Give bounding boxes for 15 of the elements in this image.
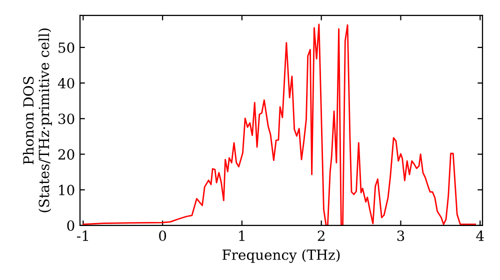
line-series	[82, 24, 476, 226]
y-tick-label: 10	[59, 184, 74, 196]
y-tick-label: 0	[67, 220, 74, 231]
x-tick-label: 2	[318, 230, 324, 241]
y-tick-label: 40	[58, 78, 74, 88]
x-tick-label: 4	[476, 230, 484, 241]
x-tick-label: 0	[159, 230, 166, 242]
y-axis-title: Phonon DOS (States/THz·primitive cell)	[22, 28, 52, 212]
x-tick-label: 3	[397, 230, 404, 242]
x-axis-title: Frequency (THz)	[222, 249, 340, 263]
y-tick-label: 30	[58, 114, 74, 124]
y-tick-label: 20	[58, 149, 74, 160]
x-tick-label: 1	[239, 230, 244, 241]
x-tick-label: -1	[77, 230, 88, 241]
y-tick-label: 50	[58, 42, 74, 53]
